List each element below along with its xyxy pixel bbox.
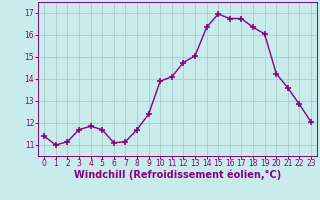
X-axis label: Windchill (Refroidissement éolien,°C): Windchill (Refroidissement éolien,°C) <box>74 169 281 180</box>
